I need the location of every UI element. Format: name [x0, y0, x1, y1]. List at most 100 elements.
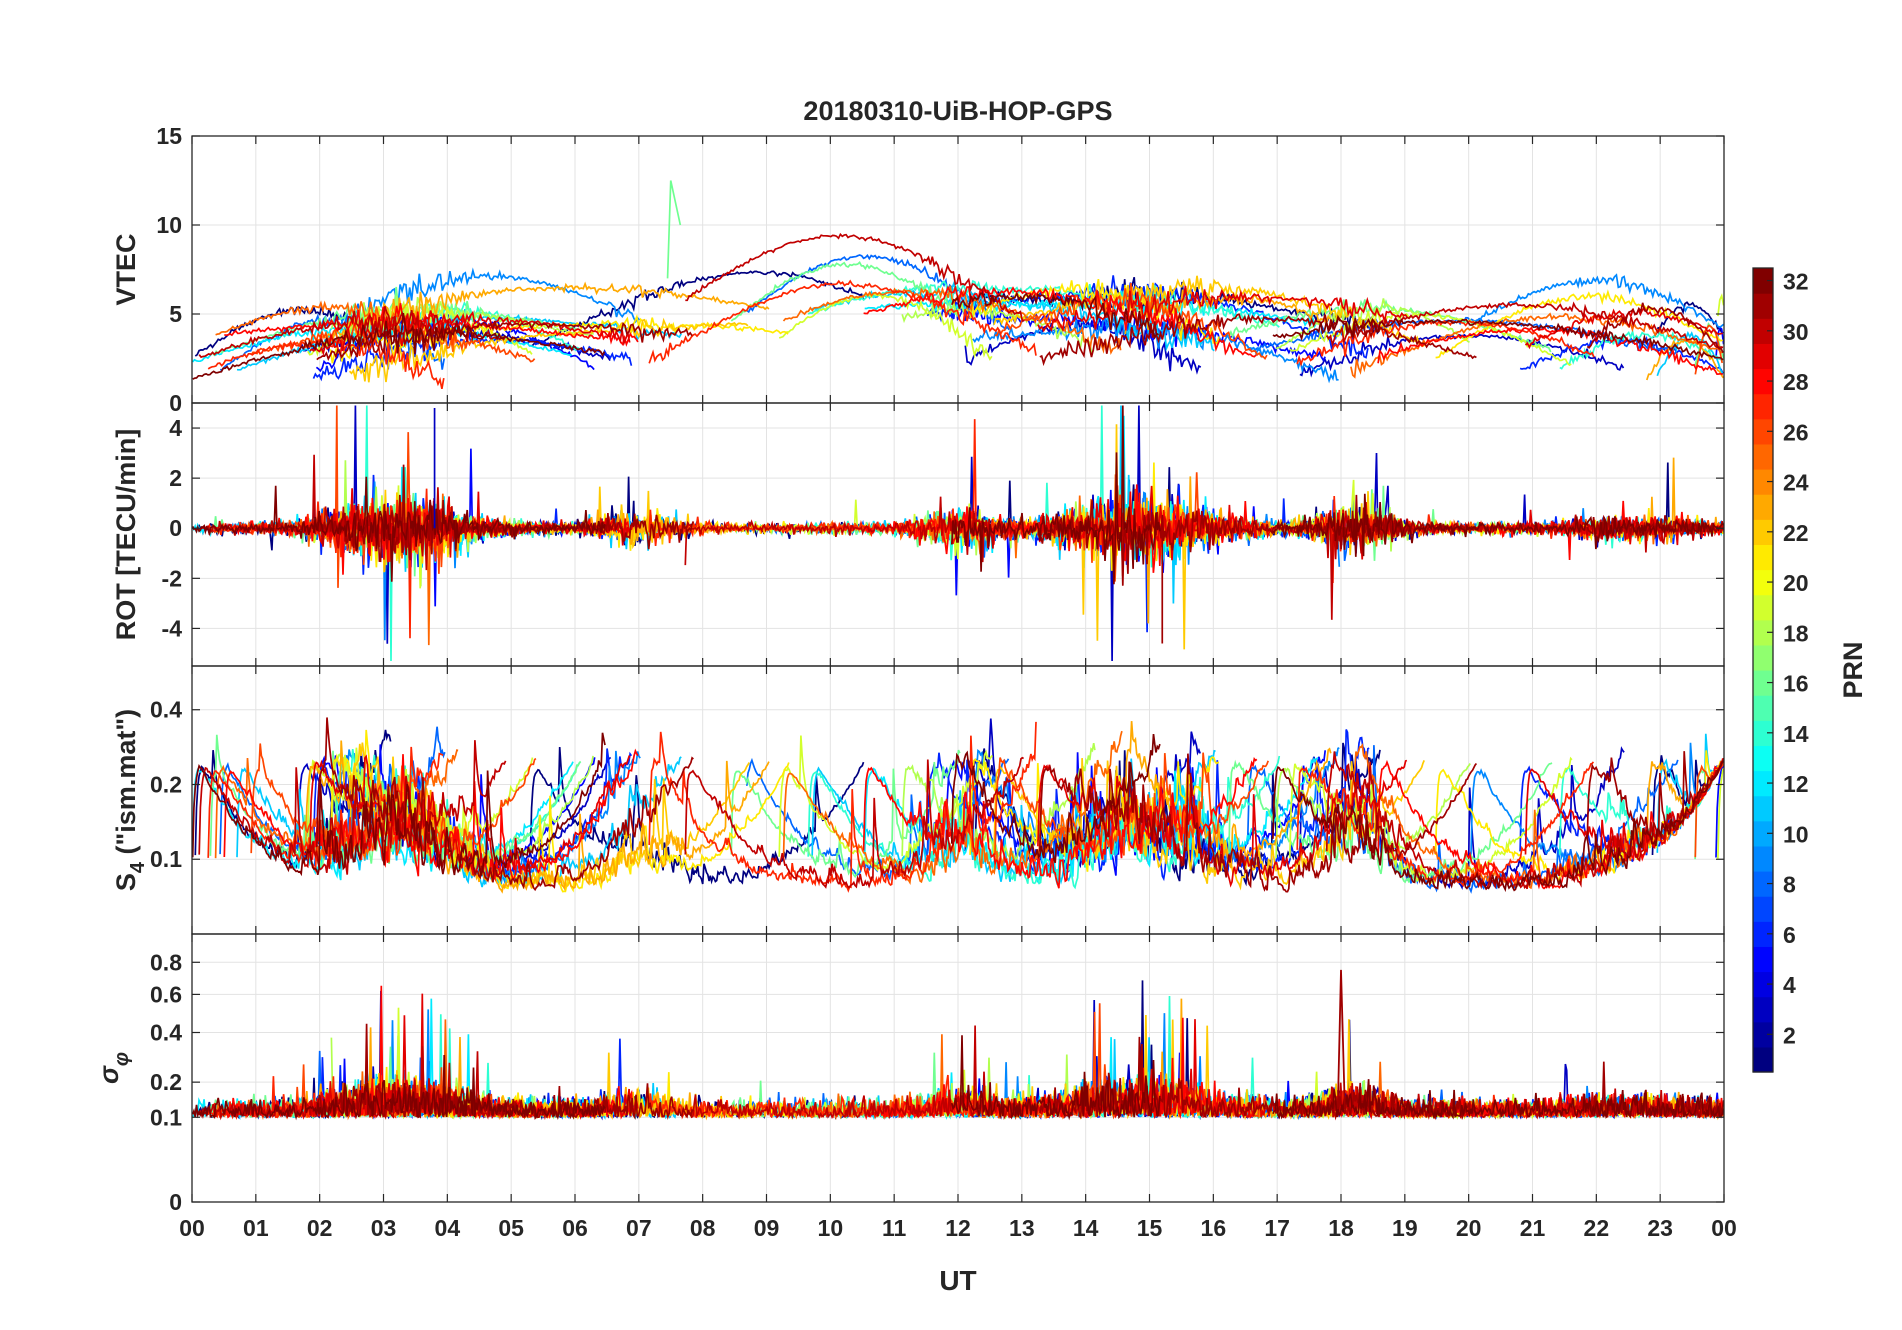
x-tick-label: 10	[818, 1215, 844, 1241]
y-tick-label-s4: 0.1	[150, 846, 182, 872]
series-line-prn-32	[192, 732, 606, 877]
series-line-prn-28	[224, 303, 639, 347]
y-tick-label-sigma_phi: 0.4	[150, 1020, 182, 1046]
series-line-prn-32	[192, 312, 606, 380]
series-line-prn-31	[316, 320, 693, 361]
x-axis-tick-labels: 00 01 02 03 04 05 06 07 08 09 10 11 12 13 14 15 16 17 18 19…	[179, 1215, 1737, 1241]
y-tick-label-rot: 4	[169, 415, 182, 441]
y-tick-label-sigma_phi: 0.6	[150, 981, 182, 1007]
y-tick-label-sigma_phi: 0.8	[150, 949, 182, 975]
colorbar-band	[1753, 971, 1773, 998]
series-line-prn-9	[338, 267, 641, 330]
series-line-prn-19	[1717, 768, 1724, 859]
series-line-prn-31	[315, 717, 694, 892]
series-line-prn-19	[306, 747, 534, 860]
ylabel-sub: φ	[111, 1052, 133, 1066]
y-tick-label-vtec: 0	[169, 390, 182, 416]
ticks-vtec: 0 5 10 15	[156, 123, 1725, 416]
series-line-prn-25	[1350, 311, 1723, 379]
ticks-rot: -4 -2 0 2 4	[162, 403, 1725, 666]
colorbar-band	[1753, 494, 1773, 520]
series-line-prn-16	[730, 261, 960, 322]
x-tick-label: 20	[1456, 1215, 1482, 1241]
series-sigma_phi	[192, 969, 1724, 1121]
y-axis-label-vtec: VTEC	[111, 233, 141, 305]
y-tick-label-vtec: 5	[169, 301, 182, 327]
ticks-s4: 0.1 0.2 0.4	[150, 666, 1725, 934]
x-tick-label: 18	[1328, 1215, 1354, 1241]
x-tick-label: 15	[1137, 1215, 1163, 1241]
series-line-prn-1	[529, 476, 865, 546]
x-tick-label: 14	[1073, 1215, 1099, 1241]
colorbar-band	[1753, 896, 1773, 922]
colorbar-band	[1753, 644, 1773, 671]
x-tick-label: 23	[1647, 1215, 1673, 1241]
colorbar-tick-label: 22	[1783, 520, 1809, 546]
panel-vtec: 0 5 10 15 VTEC	[111, 123, 1725, 416]
x-tick-label: 08	[690, 1215, 716, 1241]
series-line-prn-5	[1715, 764, 1724, 858]
series-line-prn-29	[1037, 285, 1409, 333]
colorbar-band	[1753, 820, 1773, 847]
series-line-prn-28	[1377, 326, 1724, 376]
y-tick-label-sigma_phi: 0.2	[150, 1069, 182, 1095]
x-tick-label: 19	[1392, 1215, 1418, 1241]
series-line-prn-18	[901, 301, 1095, 357]
colorbar-tick-label: 28	[1783, 369, 1809, 395]
series-line-prn-14	[1559, 328, 1724, 370]
series-line-prn-22	[348, 317, 749, 383]
series-line-prn-32	[950, 405, 1161, 585]
x-tick-label: 21	[1520, 1215, 1546, 1241]
x-tick-label: 12	[945, 1215, 971, 1241]
x-tick-label: 00	[1711, 1215, 1737, 1241]
series-line-prn-19	[778, 293, 993, 361]
panel-s4: 0.10.20.4S4 ("ism.mat")	[111, 665, 1725, 935]
colorbar-tick-label: 26	[1783, 419, 1809, 445]
x-tick-label: 02	[307, 1215, 333, 1241]
y-tick-label-rot: -4	[162, 615, 183, 641]
colorbar-tick-label: 4	[1783, 972, 1796, 998]
colorbar-band	[1753, 946, 1773, 973]
series-line-prn-27	[648, 279, 1037, 364]
x-tick-label: 04	[435, 1215, 461, 1241]
series-line-prn-32	[1272, 1079, 1724, 1120]
sigma-phi-spike	[1336, 969, 1346, 1110]
colorbar-band	[1753, 268, 1773, 294]
series-line-prn-32	[1272, 314, 1724, 361]
colorbar-band	[1753, 318, 1773, 344]
x-tick-label: 11	[882, 1215, 907, 1241]
series-line-prn-28	[862, 756, 1258, 889]
colorbar-band	[1753, 845, 1773, 872]
colorbar-band	[1753, 996, 1773, 1023]
series-line-prn-32	[1272, 493, 1724, 557]
ticks-sigma_phi: 0 0.1 0.2 0.4 0.6 0.8	[150, 934, 1725, 1215]
series-line-prn-30	[1325, 301, 1724, 349]
colorbar-band	[1753, 343, 1773, 370]
x-tick-label: 22	[1584, 1215, 1610, 1241]
series-line-prn-26	[250, 405, 537, 588]
colorbar-tick-label: 32	[1783, 269, 1809, 295]
colorbar-tick-label: 12	[1783, 771, 1809, 797]
series-line-prn-27	[1296, 761, 1595, 888]
series-line-prn-32	[192, 1054, 606, 1121]
colorbar-tick-label: 16	[1783, 671, 1809, 697]
colorbar-tick-label: 30	[1783, 319, 1809, 345]
colorbar-band	[1753, 1021, 1773, 1048]
x-tick-label: 06	[562, 1215, 588, 1241]
series-rot	[192, 405, 1724, 662]
colorbar-tick-label: 2	[1783, 1022, 1796, 1048]
series-line-prn-31	[315, 464, 695, 563]
y-tick-label-rot: -2	[162, 565, 182, 591]
colorbar-band	[1753, 1046, 1773, 1073]
series-line-prn-25	[782, 285, 1122, 356]
y-axis-label-s4: S4 ("ism.mat")	[111, 709, 149, 891]
series-line-prn-16	[209, 286, 581, 357]
y-tick-label-rot: 2	[169, 465, 182, 491]
colorbar-tick-label: 8	[1783, 872, 1796, 898]
y-tick-label-s4: 0.4	[150, 697, 182, 723]
series-line-prn-32	[1272, 760, 1724, 893]
colorbar-band	[1753, 921, 1773, 947]
colorbar-tick-label: 6	[1783, 922, 1796, 948]
x-tick-label: 00	[179, 1215, 205, 1241]
